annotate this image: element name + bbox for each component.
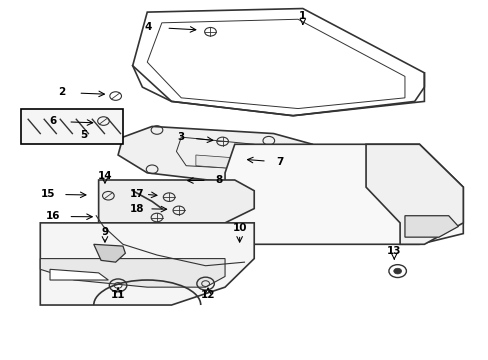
Text: 15: 15 xyxy=(41,189,56,199)
Text: 5: 5 xyxy=(80,130,87,140)
Text: 3: 3 xyxy=(177,132,184,142)
Text: 8: 8 xyxy=(215,175,223,185)
Polygon shape xyxy=(404,216,458,237)
Bar xyxy=(21,109,122,144)
Polygon shape xyxy=(94,244,125,262)
Polygon shape xyxy=(196,155,244,169)
Text: 7: 7 xyxy=(275,157,283,167)
Polygon shape xyxy=(40,258,224,287)
Polygon shape xyxy=(50,269,108,280)
Text: 13: 13 xyxy=(386,247,401,256)
Polygon shape xyxy=(118,126,322,187)
Text: 12: 12 xyxy=(201,290,215,300)
Polygon shape xyxy=(99,180,254,223)
Text: 16: 16 xyxy=(46,211,61,221)
Text: 11: 11 xyxy=(111,290,125,300)
Polygon shape xyxy=(366,144,462,244)
Polygon shape xyxy=(40,223,254,305)
Text: 1: 1 xyxy=(299,12,306,21)
Text: 17: 17 xyxy=(130,189,144,199)
Text: 2: 2 xyxy=(59,87,66,98)
Text: 18: 18 xyxy=(130,203,144,213)
Polygon shape xyxy=(224,144,462,244)
Text: 10: 10 xyxy=(232,223,246,233)
Text: 9: 9 xyxy=(101,227,108,237)
Circle shape xyxy=(393,268,401,274)
Text: 14: 14 xyxy=(98,171,112,181)
Text: 4: 4 xyxy=(144,22,152,32)
Text: 6: 6 xyxy=(49,116,57,126)
